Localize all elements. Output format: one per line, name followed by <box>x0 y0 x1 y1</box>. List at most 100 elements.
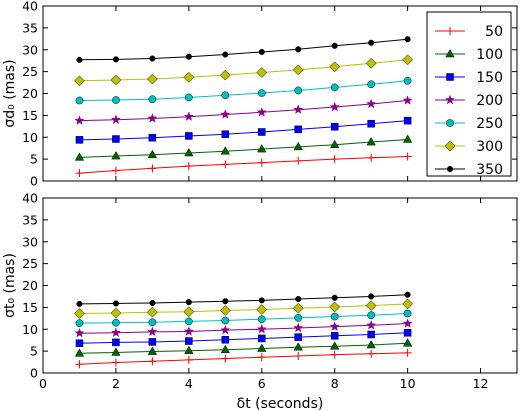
y-axis-label: σd₀ (mas) <box>2 59 18 127</box>
data-point <box>294 125 302 134</box>
data-point <box>74 152 85 161</box>
data-point <box>329 101 340 112</box>
data-point <box>256 304 268 315</box>
data-point <box>367 349 376 358</box>
data-point <box>366 339 376 349</box>
data-point <box>258 128 266 136</box>
data-point <box>293 104 304 114</box>
data-point <box>148 318 157 327</box>
data-point <box>112 96 120 104</box>
data-point <box>292 64 304 76</box>
data-point <box>184 345 194 354</box>
data-point <box>76 300 83 307</box>
data-point <box>219 305 231 316</box>
data-point <box>293 141 303 151</box>
data-point <box>295 46 302 53</box>
data-point <box>367 80 376 89</box>
data-point <box>404 291 411 298</box>
series-line <box>79 332 408 344</box>
series-50 <box>75 152 412 178</box>
y-tick-label: 0 <box>30 366 38 381</box>
data-point <box>402 134 413 143</box>
y-tick-label: 40 <box>22 0 38 14</box>
data-point <box>148 95 157 104</box>
data-point <box>112 300 119 307</box>
data-point <box>148 164 157 173</box>
data-point <box>402 54 413 66</box>
series-line <box>79 120 408 141</box>
data-point <box>403 76 412 85</box>
data-point <box>111 166 120 175</box>
data-point <box>293 322 304 333</box>
series-line <box>79 342 408 354</box>
series-50 <box>75 348 412 369</box>
data-point <box>294 86 303 95</box>
y-tick-label: 25 <box>22 64 38 79</box>
data-point <box>367 330 375 339</box>
data-point <box>329 321 340 331</box>
series-line <box>79 294 408 305</box>
legend-label: 100 <box>476 47 503 63</box>
y-tick-label: 25 <box>22 256 38 271</box>
data-point <box>184 355 193 364</box>
data-point <box>366 319 377 330</box>
data-point <box>365 300 377 311</box>
data-point <box>220 109 231 119</box>
panel-bottom: 0 5 10 15 20 25 30 35 40 0 2 4 6 8 10 12 σt₀ (mas) δt (se… <box>2 191 518 411</box>
data-point <box>402 338 413 347</box>
x-tick-label: 8 <box>331 376 339 391</box>
series-100 <box>74 134 413 161</box>
data-point <box>183 326 194 336</box>
data-point <box>221 130 230 138</box>
y-tick-label: 40 <box>22 191 38 206</box>
x-tick-label: 12 <box>473 376 489 391</box>
data-point <box>111 347 121 356</box>
data-point <box>185 132 193 140</box>
y-tick-label: 15 <box>22 300 38 315</box>
series-250 <box>75 309 412 327</box>
series-350 <box>76 36 411 63</box>
data-point <box>147 306 158 318</box>
data-point <box>184 317 193 326</box>
legend-item-50: 50 <box>435 24 503 40</box>
series-250 <box>75 76 412 105</box>
data-point <box>112 338 120 347</box>
data-point <box>330 341 340 350</box>
data-point <box>183 71 195 83</box>
data-point <box>74 75 85 87</box>
data-point <box>295 296 302 303</box>
data-point <box>258 334 266 343</box>
series-line <box>79 59 408 82</box>
data-point <box>367 119 375 128</box>
data-point <box>74 327 85 338</box>
data-point <box>74 115 85 125</box>
data-point <box>185 299 192 306</box>
data-point <box>221 316 230 325</box>
series-line <box>79 303 408 314</box>
data-point <box>111 151 121 160</box>
data-point <box>75 136 84 144</box>
data-point <box>148 133 157 142</box>
data-point <box>220 344 230 354</box>
legend-frame <box>426 11 512 177</box>
y-tick-label: 15 <box>22 108 38 123</box>
data-point <box>256 323 267 334</box>
series-300 <box>74 298 413 319</box>
data-point <box>366 98 377 109</box>
data-point <box>402 298 413 310</box>
data-point <box>75 319 84 327</box>
series-line <box>79 352 408 365</box>
y-tick-label: 10 <box>22 322 38 337</box>
y-tick-label: 20 <box>22 278 38 293</box>
data-point <box>331 294 338 301</box>
data-point <box>147 346 158 355</box>
series-line <box>79 138 408 158</box>
series-150 <box>75 116 412 144</box>
data-point <box>368 39 375 46</box>
series-200 <box>74 95 413 125</box>
data-point <box>294 351 303 360</box>
y-tick-label: 0 <box>30 174 38 189</box>
y-axis-label: σt₀ (mas) <box>2 253 18 318</box>
data-point <box>402 318 413 328</box>
